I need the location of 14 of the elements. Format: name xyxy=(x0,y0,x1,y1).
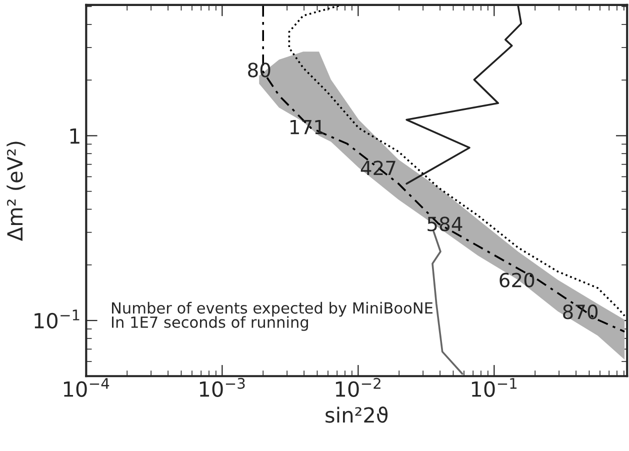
y-axis-title: Δm² (eV²) xyxy=(6,142,26,241)
annotation: 427 xyxy=(360,160,396,176)
annotation: 171 xyxy=(290,120,324,134)
annotation: 80 xyxy=(248,62,270,78)
x-tick-label: 10$^{−2}$ xyxy=(336,378,380,397)
annotation: Number of events expected by MiniBooNE In 1E7 seconds of running xyxy=(112,302,432,331)
y-tick-label: 1 xyxy=(70,128,80,144)
annotation: 620 xyxy=(500,272,534,288)
x-axis-title: sin²2ϑ xyxy=(326,406,388,423)
x-tick-label: 10$^{−4}$ xyxy=(64,378,110,397)
annotation: 870 xyxy=(563,304,598,320)
x-tick-label: 10$^{−1}$ xyxy=(472,378,517,397)
line-series xyxy=(432,230,464,375)
x-tick-label: 10$^{−3}$ xyxy=(200,378,245,397)
